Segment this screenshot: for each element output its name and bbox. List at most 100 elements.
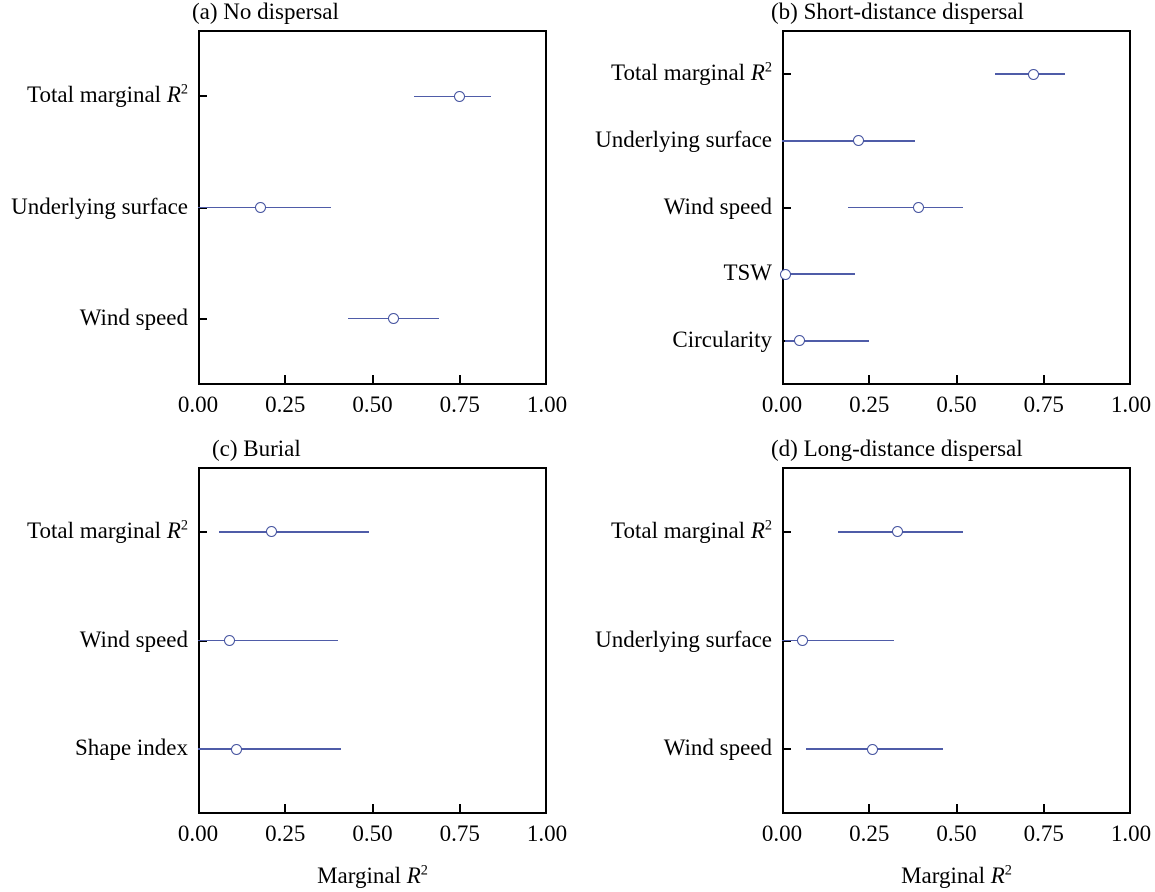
estimate-point-marker <box>853 135 865 147</box>
panel-b-short-distance-dispersal: (b) Short-distance dispersal Total margi… <box>578 0 1155 446</box>
estimate-point-marker <box>912 202 924 213</box>
x-axis-label: Marginal R2 <box>263 862 483 890</box>
y-axis-tick <box>200 317 207 320</box>
x-axis-tick <box>955 804 958 812</box>
category-label-wind-speed: Wind speed <box>472 734 772 762</box>
confidence-interval-line <box>414 95 492 98</box>
confidence-interval-line <box>218 530 369 533</box>
category-label-underlying-surface: Underlying surface <box>472 626 772 654</box>
confidence-interval-line <box>785 339 870 342</box>
category-label-total-marginal: Total marginal R2 <box>0 517 188 545</box>
estimate-point-marker <box>793 335 805 347</box>
category-label-underlying-surface: Underlying surface <box>0 193 188 221</box>
confidence-interval-line <box>782 273 856 276</box>
category-label-symbol: R <box>166 517 181 543</box>
x-tick-label: 0.75 <box>439 392 480 417</box>
category-label-superscript: 2 <box>180 517 188 534</box>
panel-d-title: (d) Long-distance dispersal <box>771 436 1023 462</box>
x-axis-tick <box>955 375 958 383</box>
x-tick-label: 0.25 <box>849 392 890 417</box>
category-label-text: Wind speed <box>663 193 772 219</box>
x-axis-label-text: Marginal <box>901 863 991 888</box>
y-axis-tick <box>784 73 791 76</box>
y-axis-tick <box>784 206 791 209</box>
x-tick-label: 0.50 <box>352 392 393 417</box>
x-axis-label-symbol: R <box>406 863 421 888</box>
estimate-point-marker <box>1027 68 1039 80</box>
category-label-tsw: TSW <box>472 259 772 287</box>
category-label-text: Circularity <box>672 326 772 352</box>
x-tick-label: 1.00 <box>526 821 568 846</box>
y-axis-tick <box>784 530 791 533</box>
x-tick-label: 0.75 <box>1023 821 1064 846</box>
category-label-superscript: 2 <box>764 517 772 534</box>
category-label-text: Underlying surface <box>595 126 772 152</box>
category-label-text: Total marginal <box>27 517 167 543</box>
confidence-interval-line <box>848 206 964 209</box>
category-label-wind-speed: Wind speed <box>472 193 772 221</box>
x-tick-label: 0.00 <box>177 392 219 417</box>
category-label-total-marginal: Total marginal R2 <box>472 517 772 545</box>
x-axis-tick <box>284 804 287 812</box>
category-label-text: Total marginal <box>611 60 751 86</box>
panel-c-title: (c) Burial <box>212 436 301 462</box>
category-label-text: Underlying surface <box>595 626 772 652</box>
category-label-superscript: 2 <box>180 81 188 98</box>
panel-title-text: (a) No dispersal <box>192 0 339 24</box>
panel-a-no-dispersal: (a) No dispersal Total marginal R2 Underl… <box>0 0 578 446</box>
estimate-point-marker <box>255 202 267 213</box>
category-label-symbol: R <box>166 82 181 108</box>
x-axis-tick <box>1042 804 1045 812</box>
x-tick-label: 1.00 <box>526 392 568 417</box>
x-tick-label: 0.25 <box>265 821 306 846</box>
category-label-underlying-surface: Underlying surface <box>472 126 772 154</box>
confidence-interval-line <box>782 140 915 142</box>
category-label-circularity: Circularity <box>472 326 772 354</box>
category-label-text: Wind speed <box>79 626 188 652</box>
x-axis-label-symbol: R <box>990 863 1005 888</box>
estimate-point-marker <box>223 635 235 646</box>
x-axis-tick <box>458 804 461 812</box>
category-label-text: Total marginal <box>27 82 167 108</box>
estimate-point-marker <box>230 743 242 755</box>
x-axis-tick <box>458 375 461 383</box>
x-tick-label: 0.50 <box>936 392 977 417</box>
panel-d-long-distance-dispersal: (d) Long-distance dispersal Marginal R2 … <box>578 436 1155 892</box>
category-label-text: Shape index <box>74 735 188 761</box>
x-tick-label: 0.00 <box>177 821 219 846</box>
x-tick-label: 0.75 <box>439 821 480 846</box>
panel-b-title: (b) Short-distance dispersal <box>771 0 1024 25</box>
x-tick-label: 0.25 <box>849 821 890 846</box>
category-label-text: Wind speed <box>79 304 188 330</box>
category-label-symbol: R <box>750 517 765 543</box>
estimate-point-marker <box>867 743 879 755</box>
x-axis-tick <box>371 375 374 383</box>
estimate-point-marker <box>265 526 277 538</box>
category-label-wind-speed: Wind speed <box>0 626 188 654</box>
panel-a-title: (a) No dispersal <box>192 0 339 25</box>
confidence-interval-line <box>782 639 894 642</box>
x-tick-label: 1.00 <box>1110 392 1152 417</box>
estimate-point-marker <box>797 635 809 646</box>
confidence-interval-line <box>198 748 342 751</box>
estimate-point-marker <box>387 313 399 325</box>
x-axis-tick <box>868 804 871 812</box>
estimate-point-marker <box>891 526 903 538</box>
estimate-point-marker <box>779 268 791 280</box>
category-label-text: Underlying surface <box>11 193 188 219</box>
category-label-wind-speed: Wind speed <box>0 304 188 332</box>
x-axis-tick <box>868 375 871 383</box>
x-tick-label: 0.75 <box>1023 392 1064 417</box>
x-axis-label-text: Marginal <box>317 863 407 888</box>
x-axis-tick <box>284 375 287 383</box>
category-label-shape-index: Shape index <box>0 734 188 762</box>
confidence-interval-line <box>198 639 338 642</box>
panel-title-text: (d) Long-distance dispersal <box>771 436 1023 461</box>
x-tick-label: 1.00 <box>1110 821 1152 846</box>
x-axis-tick <box>1042 375 1045 383</box>
panel-c-burial: (c) Burial Marginal R2 Total marginal R2… <box>0 436 578 892</box>
x-tick-label: 0.00 <box>761 821 803 846</box>
x-tick-label: 0.25 <box>265 392 306 417</box>
y-axis-tick <box>200 530 207 533</box>
